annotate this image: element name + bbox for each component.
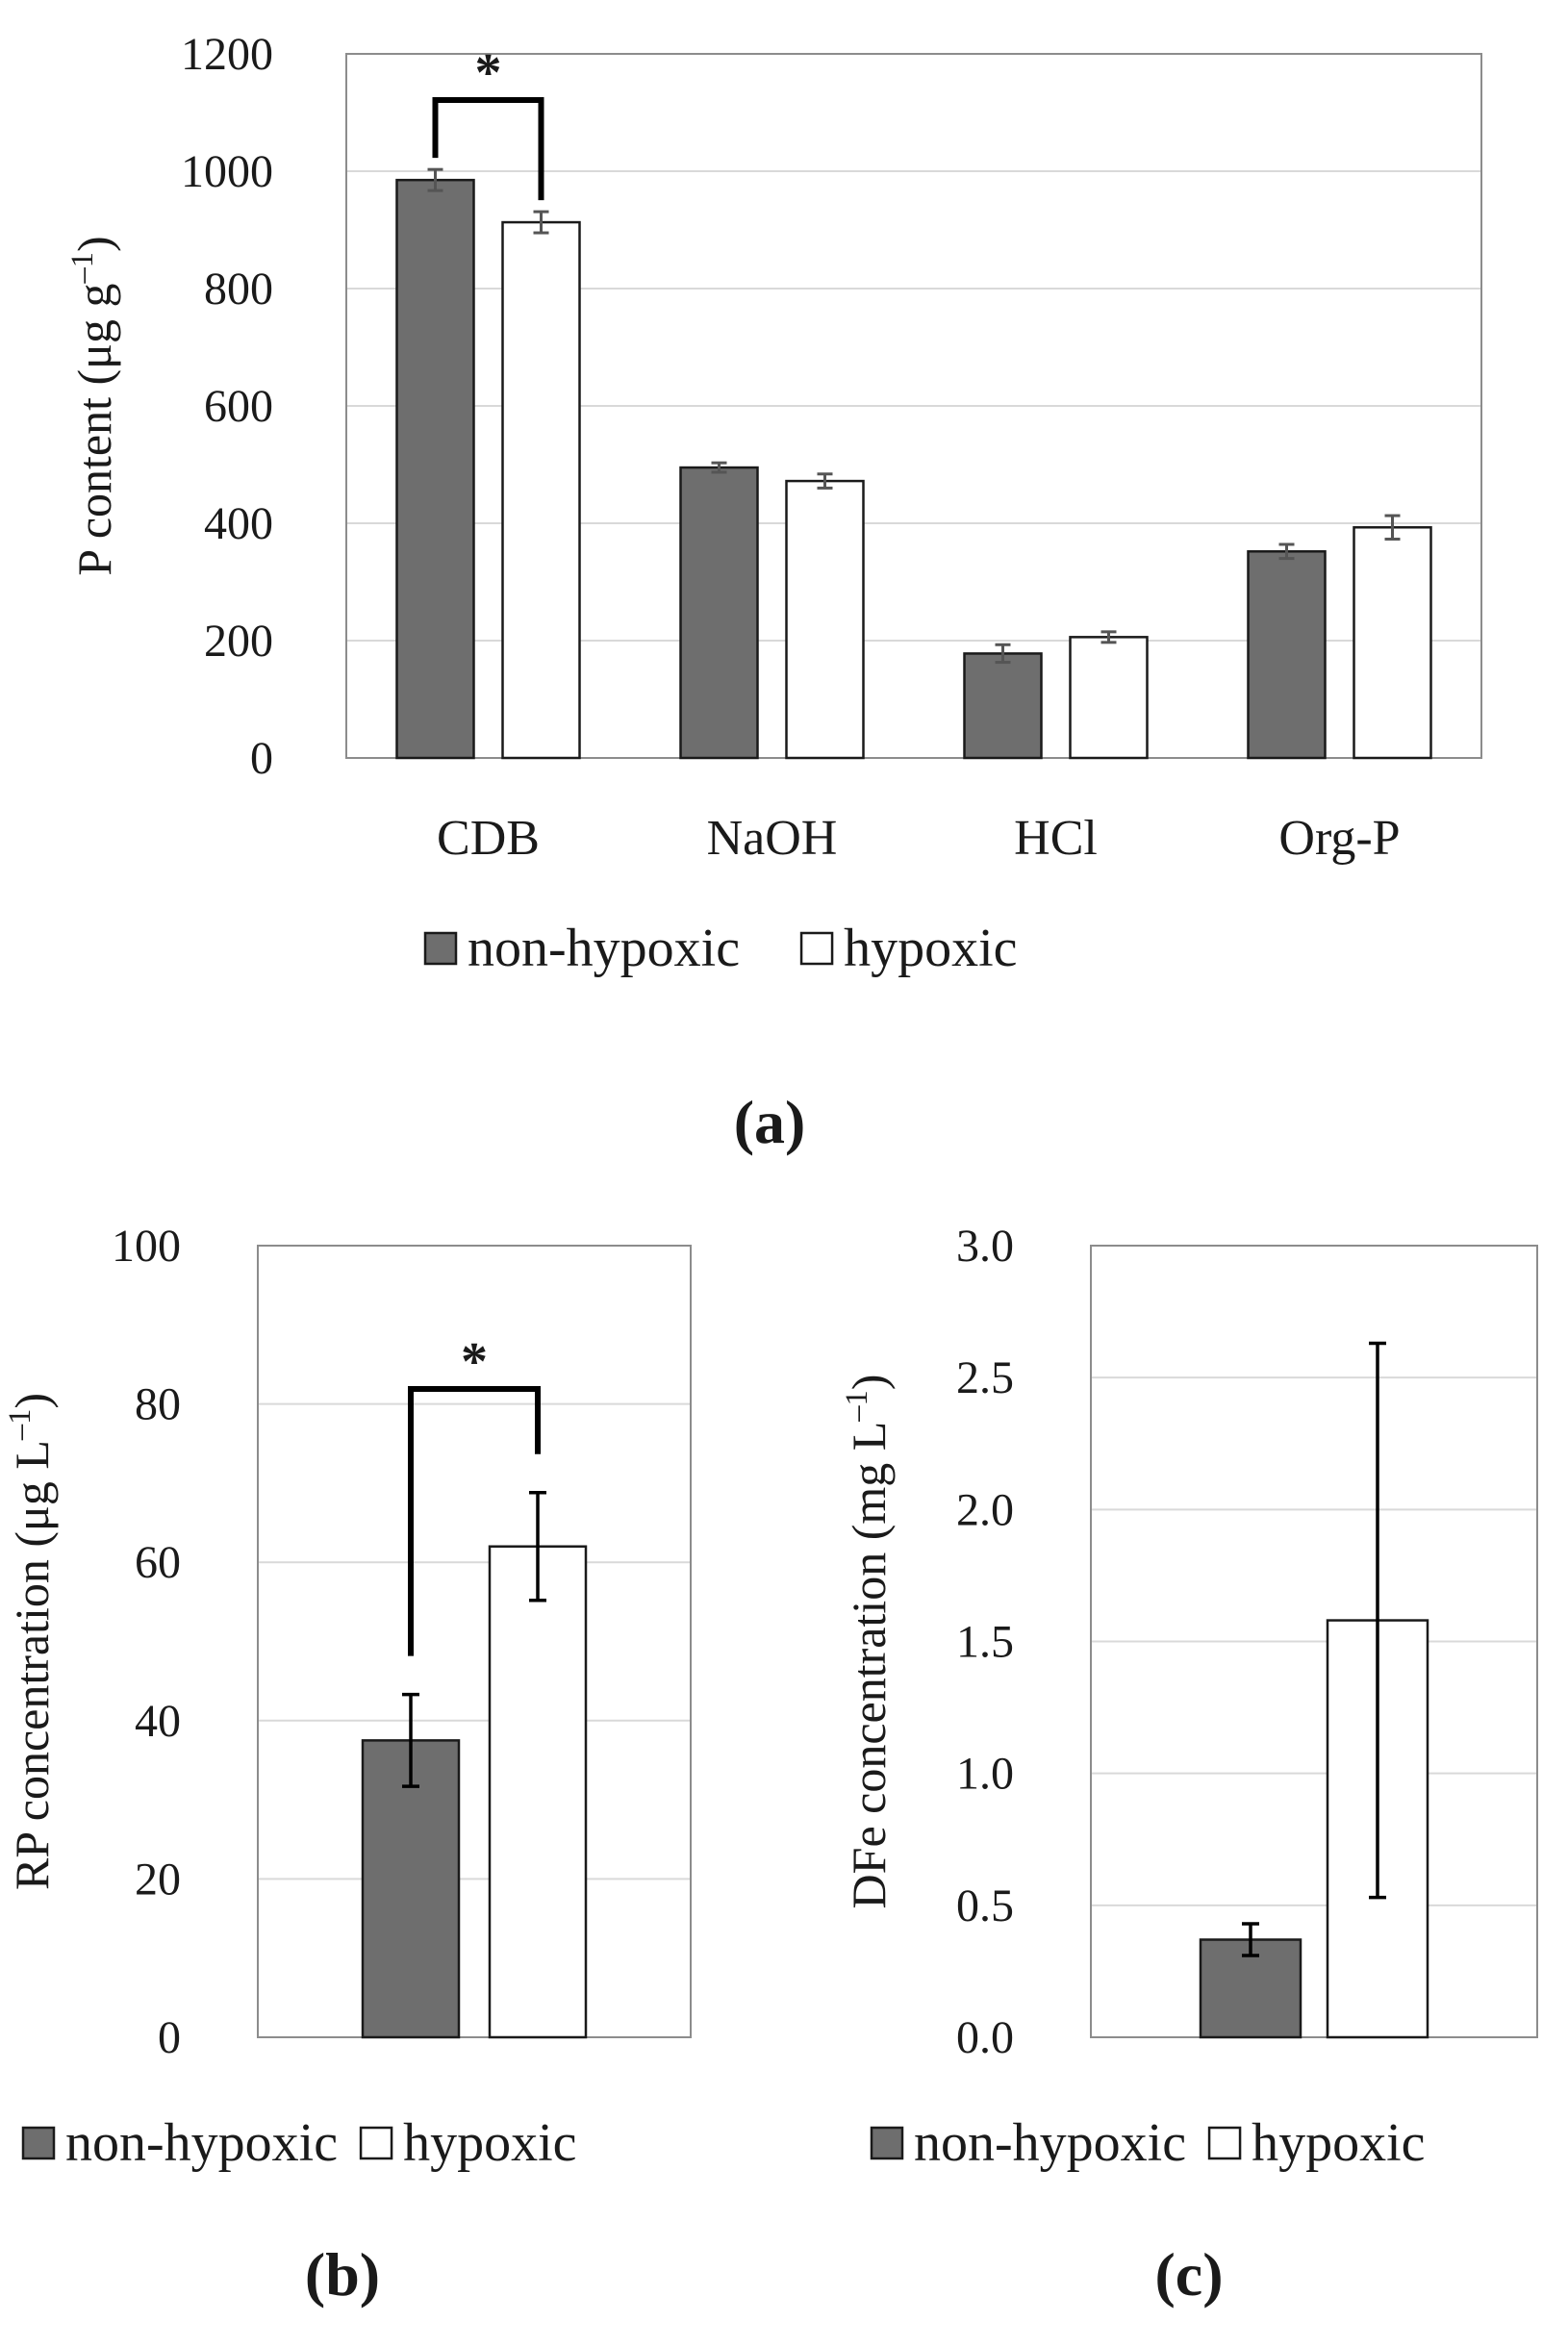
panel-b-bar-hypoxic: [488, 1545, 588, 2039]
panel-a-bar-non-hypoxic: [1247, 550, 1327, 760]
panel-c-plot-frame: [1090, 1245, 1538, 2038]
panel-a-label: (a): [734, 1088, 806, 1156]
panel-c-y-tick-label: 3.0: [956, 1221, 1014, 1272]
panel-b-y-tick-label: 80: [135, 1379, 181, 1430]
panel-b-y-axis-label: RP concentration (μg L–1): [3, 1393, 59, 1890]
panel-a-y-tick-label: 1200: [181, 29, 273, 80]
panel-b-y-tick-label: 60: [135, 1537, 181, 1588]
panel-c-legend-label-non-hypoxic: non-hypoxic: [914, 2113, 1186, 2173]
panel-c-y-tick-label: 1.5: [956, 1617, 1014, 1668]
panel-a-y-tick-label: 400: [204, 498, 273, 549]
panel-b-legend-label-non-hypoxic: non-hypoxic: [65, 2113, 338, 2173]
panel-b-y-axis-label-superscript: –1: [3, 1409, 38, 1442]
panel-a-y-axis-label-part: ): [67, 236, 121, 252]
panel-a-y-tick-label: 800: [204, 264, 273, 315]
panel-a-significance-asterisk: *: [475, 43, 502, 103]
panel-b-bar-non-hypoxic: [361, 1739, 461, 2039]
panel-a-y-tick-label: 0: [250, 733, 273, 784]
panel-c-legend-swatch-non-hypoxic: [870, 2126, 904, 2160]
panel-c-legend-swatch-hypoxic: [1207, 2126, 1242, 2160]
panel-b-legend-swatch-non-hypoxic: [21, 2126, 56, 2160]
panel-a-significance-bracket: [432, 97, 544, 201]
panel-c-y-tick-label: 2.5: [956, 1352, 1014, 1403]
panel-a-bar-hypoxic: [1069, 636, 1149, 760]
panel-c-y-tick-label: 0.5: [956, 1880, 1014, 1931]
panel-a-bar-hypoxic: [1353, 526, 1432, 760]
panel-a-legend-swatch-hypoxic: [799, 931, 834, 966]
panel-a-y-tick-label: 200: [204, 616, 273, 667]
panel-c-y-tick-label: 0.0: [956, 2012, 1014, 2063]
panel-a-bar-non-hypoxic: [963, 652, 1043, 760]
panel-b-y-tick-label: 40: [135, 1696, 181, 1747]
panel-a-plot-frame: [345, 53, 1482, 759]
panel-b-y-tick-label: 100: [112, 1221, 181, 1272]
panel-a-bar-non-hypoxic: [679, 466, 759, 760]
panel-c-y-axis-label-superscript: –1: [840, 1390, 874, 1423]
panel-c-y-axis-label-part: ): [842, 1375, 896, 1391]
panel-c-y-axis-label-part: DFe concentration (mg L: [842, 1422, 896, 1909]
panel-b-significance-asterisk: *: [461, 1332, 488, 1392]
panel-b-y-tick-label: 20: [135, 1854, 181, 1905]
panel-a-x-tick-label: HCl: [1014, 811, 1098, 866]
panel-b-significance-bracket: [408, 1386, 541, 1656]
panel-a-y-tick-label: 600: [204, 381, 273, 432]
panel-a-legend-swatch-non-hypoxic: [423, 931, 458, 966]
panel-a-x-tick-label: Org-P: [1278, 811, 1400, 866]
panel-c-y-axis-label: DFe concentration (mg L–1): [840, 1375, 896, 1909]
panel-c-label: (c): [1154, 2240, 1223, 2309]
panel-a-legend-label-non-hypoxic: non-hypoxic: [468, 919, 740, 978]
panel-b-y-axis-label-part: RP concentration (μg L: [5, 1440, 59, 1890]
panel-a-bar-hypoxic: [785, 479, 865, 760]
panel-b-legend-label-hypoxic: hypoxic: [403, 2113, 576, 2173]
panel-a-legend-label-hypoxic: hypoxic: [844, 919, 1017, 978]
panel-a-y-axis-label: P content (μg g–1): [65, 236, 121, 575]
panel-a-bar-non-hypoxic: [395, 178, 475, 760]
panel-b-y-axis-label-part: ): [5, 1393, 59, 1409]
panel-b-label: (b): [305, 2240, 380, 2309]
panel-c-legend-label-hypoxic: hypoxic: [1252, 2113, 1425, 2173]
panel-a-x-tick-label: CDB: [437, 811, 540, 866]
panel-a-y-axis-label-superscript: –1: [65, 252, 100, 285]
panel-c-y-tick-label: 1.0: [956, 1749, 1014, 1800]
panel-b-plot-frame: [257, 1245, 692, 2038]
panel-a-bar-hypoxic: [501, 220, 581, 760]
panel-a-x-tick-label: NaOH: [707, 811, 838, 866]
panel-b-y-tick-label: 0: [158, 2012, 181, 2063]
panel-a-y-axis-label-part: P content (μg g: [67, 284, 121, 576]
panel-a-y-tick-label: 1000: [181, 146, 273, 197]
panel-b-legend-swatch-hypoxic: [359, 2126, 393, 2160]
panel-c-y-tick-label: 2.0: [956, 1484, 1014, 1535]
